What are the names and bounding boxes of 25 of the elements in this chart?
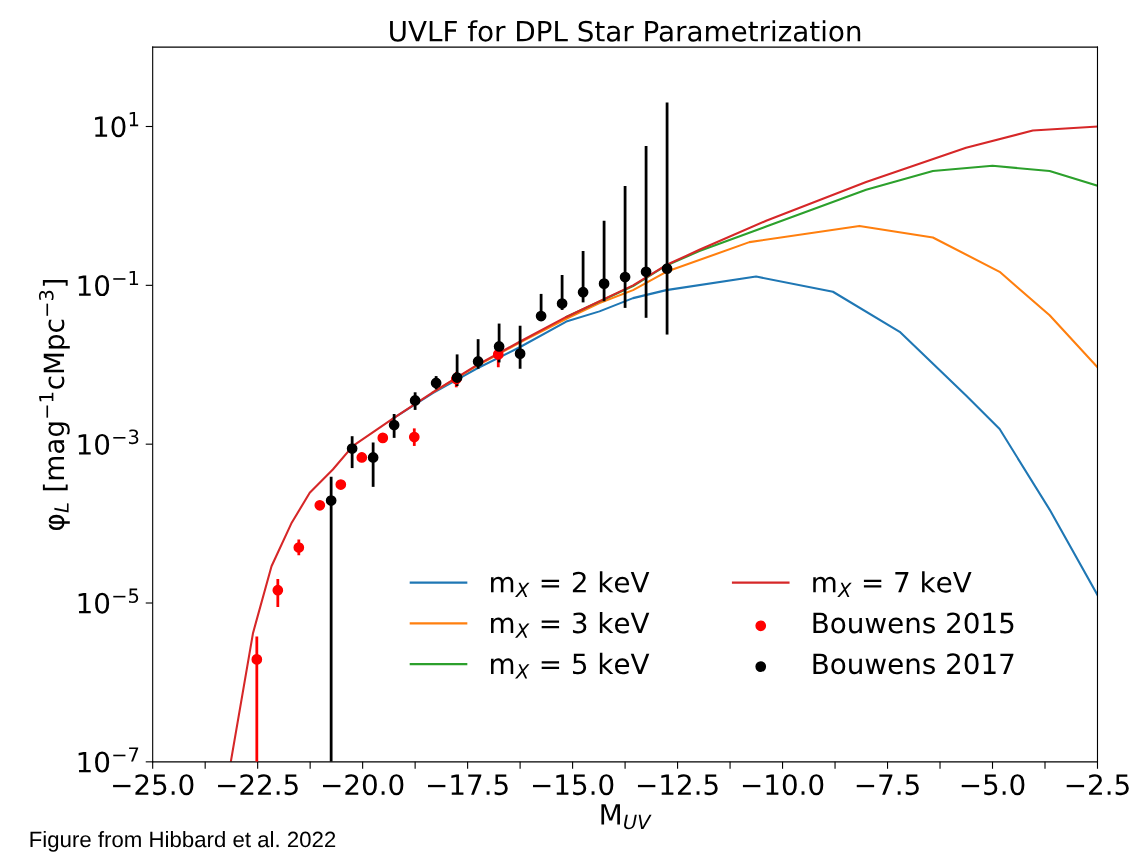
y-tick-label: 10$^{−5}$: [78, 588, 139, 614]
y-tick-label: 10$^{1}$: [95, 112, 139, 138]
legend-label: m$_{X}$ = 7 keV: [813, 571, 972, 597]
y-tick-label: 10$^{−3}$: [78, 429, 139, 455]
x-tick-label: −25.0: [113, 774, 194, 796]
y-tick-label: 10$^{−7}$: [78, 747, 139, 773]
x-tick-label: −10.0: [742, 774, 824, 796]
x-tick-label: −7.5: [856, 774, 919, 796]
x-tick-label: −15.0: [532, 774, 614, 796]
x-axis-title: M$_{UV}$: [601, 804, 652, 830]
x-tick-label: −5.0: [961, 774, 1025, 796]
text: Figure from Hibbard et al. 2022: [30, 831, 336, 852]
legend-label: m$_{X}$ = 5 keV: [491, 652, 650, 679]
legend-label: Bouwens 2017: [813, 653, 1014, 675]
y-axis-title: φ$_{L}$ [mag$^{−1}$cMpc$^{−3}$]: [38, 280, 70, 531]
x-tick-label: −12.5: [637, 774, 718, 796]
legend-label: Bouwens 2015: [813, 612, 1014, 634]
x-tick-label: −20.0: [323, 774, 404, 796]
y-tick-label: 10$^{−1}$: [78, 270, 139, 297]
x-tick-label: −2.5: [1066, 774, 1129, 796]
x-tick-label: −22.5: [218, 774, 298, 796]
x-tick-label: −17.5: [428, 774, 508, 796]
legend-label: m$_{X}$ = 3 keV: [491, 612, 650, 638]
legend-label: m$_{X}$ = 2 keV: [491, 571, 650, 597]
chart-title: UVLF for DPL Star Parametrization: [390, 20, 861, 42]
